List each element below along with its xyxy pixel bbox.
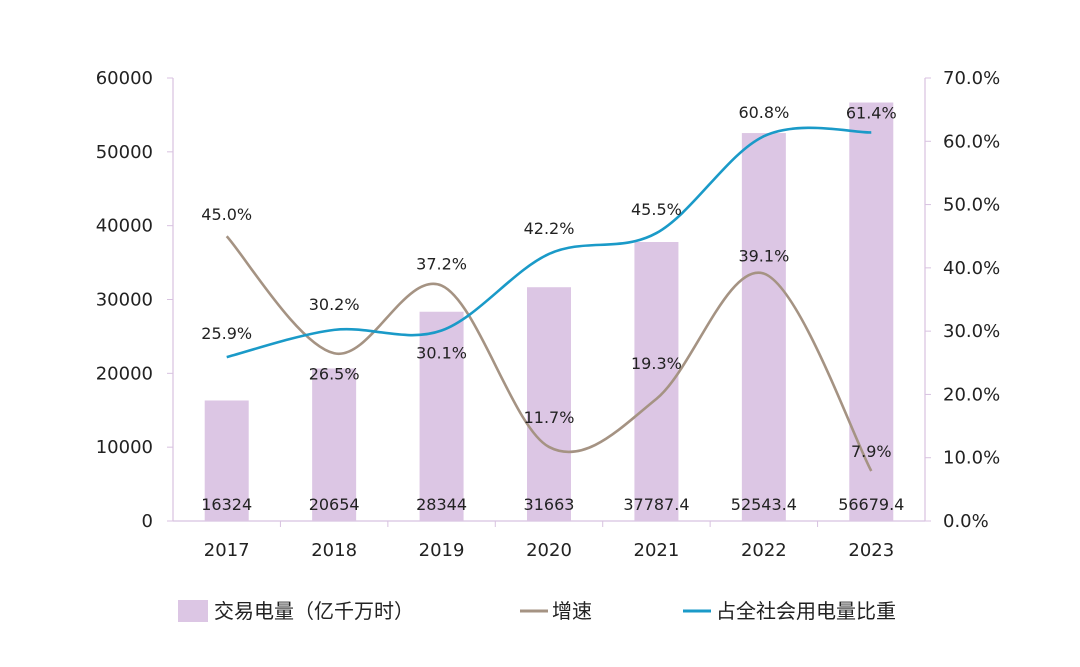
growth-value-label: 19.3%	[631, 354, 682, 373]
x-tick-label: 2022	[741, 540, 787, 561]
bar	[312, 368, 357, 521]
y-right-tick-label: 50.0%	[943, 195, 1000, 216]
growth-line	[225, 235, 873, 472]
bar-value-label: 56679.4	[838, 495, 904, 514]
y-left-tick-label: 30000	[96, 290, 153, 311]
legend-swatch-bar	[178, 600, 208, 622]
x-tick-label: 2020	[526, 540, 572, 561]
bar	[849, 102, 894, 522]
y-right-tick-label: 70.0%	[943, 68, 1000, 89]
share-value-label: 30.1%	[416, 344, 467, 363]
y-right-tick-label: 30.0%	[943, 321, 1000, 342]
bar-value-label: 37787.4	[623, 495, 689, 514]
legend-label-bar: 交易电量（亿千万时）	[214, 599, 414, 623]
bar	[204, 400, 249, 521]
bar-value-label: 31663	[524, 495, 575, 514]
bar	[741, 133, 786, 521]
share-value-label: 30.2%	[309, 295, 360, 314]
growth-value-label: 7.9%	[851, 442, 892, 461]
y-left-tick-label: 40000	[96, 216, 153, 237]
x-tick-label: 2023	[848, 540, 894, 561]
growth-value-label: 37.2%	[416, 255, 467, 274]
growth-value-label: 26.5%	[309, 364, 360, 383]
y-left-tick-label: 0	[142, 511, 153, 532]
bar	[419, 311, 464, 521]
legend: 交易电量（亿千万时） 增速 占全社会用电量比重	[178, 599, 896, 623]
legend-label-growth: 增速	[552, 599, 592, 623]
share-value-label: 60.8%	[738, 103, 789, 122]
bar-value-label: 52543.4	[731, 495, 797, 514]
axes: 0 10000 20000 30000 40000 50000 60000 0.0% 10.0%…	[96, 68, 1000, 561]
line-series	[225, 126, 873, 472]
growth-value-label: 39.1%	[738, 247, 789, 266]
y-right-tick-label: 40.0%	[943, 258, 1000, 279]
bar-value-label: 28344	[416, 495, 467, 514]
growth-value-label: 11.7%	[524, 408, 575, 427]
bar-series	[204, 102, 894, 522]
y-left-tick-label: 50000	[96, 142, 153, 163]
share-value-label: 61.4%	[846, 103, 897, 122]
share-line	[226, 126, 872, 359]
x-tick-label: 2019	[419, 540, 465, 561]
share-value-label: 45.5%	[631, 200, 682, 219]
y-right-tick-label: 60.0%	[943, 131, 1000, 152]
y-right-tick-label: 0.0%	[943, 511, 989, 532]
y-left-tick-label: 10000	[96, 437, 153, 458]
legend-label-share: 占全社会用电量比重	[716, 599, 896, 623]
y-left-tick-label: 20000	[96, 363, 153, 384]
y-left-tick-label: 60000	[96, 68, 153, 89]
y-right-tick-label: 10.0%	[943, 448, 1000, 469]
y-right-tick-label: 20.0%	[943, 384, 1000, 405]
share-value-label: 42.2%	[524, 219, 575, 238]
share-value-label: 25.9%	[201, 324, 252, 343]
bar-value-label: 20654	[309, 495, 360, 514]
growth-value-label: 45.0%	[201, 205, 252, 224]
x-tick-label: 2018	[311, 540, 357, 561]
x-tick-label: 2021	[634, 540, 680, 561]
x-tick-label: 2017	[204, 540, 250, 561]
data-labels: 16324 20654 28344 31663 37787.4 52543.4 56679.…	[201, 103, 904, 514]
bar	[527, 287, 571, 521]
bar-value-label: 16324	[201, 495, 252, 514]
